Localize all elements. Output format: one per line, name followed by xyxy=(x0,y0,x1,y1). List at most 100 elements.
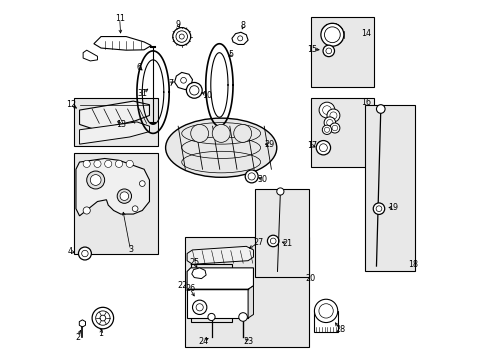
Circle shape xyxy=(326,109,339,122)
Circle shape xyxy=(237,36,242,41)
Text: 31: 31 xyxy=(137,89,146,98)
Circle shape xyxy=(83,160,90,167)
Text: 15: 15 xyxy=(307,45,317,54)
Circle shape xyxy=(139,181,145,186)
Polygon shape xyxy=(94,37,151,50)
Text: 20: 20 xyxy=(305,274,315,283)
Circle shape xyxy=(326,120,332,126)
Circle shape xyxy=(189,86,199,95)
Circle shape xyxy=(375,206,381,212)
Circle shape xyxy=(86,171,104,189)
Circle shape xyxy=(212,125,230,142)
Text: 27: 27 xyxy=(253,238,264,247)
Circle shape xyxy=(132,206,138,212)
Circle shape xyxy=(96,311,110,325)
Text: 30: 30 xyxy=(257,175,267,184)
Ellipse shape xyxy=(165,118,276,177)
Circle shape xyxy=(324,117,335,129)
Polygon shape xyxy=(80,101,149,130)
Circle shape xyxy=(104,160,112,167)
Circle shape xyxy=(172,28,190,45)
Bar xyxy=(190,264,231,321)
Circle shape xyxy=(322,125,331,134)
Circle shape xyxy=(372,203,384,215)
Circle shape xyxy=(314,299,337,323)
Text: 26: 26 xyxy=(184,284,195,293)
Text: 3: 3 xyxy=(128,246,133,255)
Circle shape xyxy=(331,125,337,131)
Circle shape xyxy=(270,238,276,244)
Text: 9: 9 xyxy=(175,19,181,28)
Circle shape xyxy=(324,127,329,132)
Circle shape xyxy=(267,235,278,247)
Bar xyxy=(310,98,373,167)
Polygon shape xyxy=(76,158,149,216)
Bar xyxy=(255,189,308,277)
Text: 17: 17 xyxy=(307,141,317,150)
Bar xyxy=(185,237,308,347)
Polygon shape xyxy=(191,268,206,279)
Text: 21: 21 xyxy=(282,239,292,248)
Circle shape xyxy=(325,48,331,54)
Bar xyxy=(364,105,414,271)
Text: 19: 19 xyxy=(387,203,398,212)
Text: 29: 29 xyxy=(264,140,274,149)
Circle shape xyxy=(179,34,184,39)
Text: 11: 11 xyxy=(115,14,124,23)
Circle shape xyxy=(319,144,326,152)
Text: 18: 18 xyxy=(407,260,417,269)
Bar xyxy=(74,153,158,253)
Text: 1: 1 xyxy=(99,329,103,338)
Text: 8: 8 xyxy=(241,21,245,30)
Circle shape xyxy=(192,300,206,315)
Bar xyxy=(310,17,373,87)
Text: 22: 22 xyxy=(177,281,187,290)
Bar xyxy=(74,98,158,146)
Text: 23: 23 xyxy=(243,337,253,346)
Circle shape xyxy=(176,31,187,42)
Circle shape xyxy=(196,304,203,311)
Circle shape xyxy=(100,315,105,321)
Circle shape xyxy=(320,23,343,46)
Text: 10: 10 xyxy=(202,90,211,99)
Circle shape xyxy=(319,102,334,118)
Circle shape xyxy=(238,313,247,321)
Circle shape xyxy=(186,82,202,98)
Circle shape xyxy=(207,314,215,320)
Text: 7: 7 xyxy=(168,79,173,88)
Circle shape xyxy=(322,106,331,114)
Circle shape xyxy=(126,160,133,167)
Text: 24: 24 xyxy=(198,337,208,346)
Circle shape xyxy=(316,140,330,155)
Text: 5: 5 xyxy=(228,50,233,59)
Circle shape xyxy=(117,189,131,203)
Circle shape xyxy=(324,27,340,42)
Circle shape xyxy=(244,170,258,183)
Circle shape xyxy=(233,125,251,142)
Circle shape xyxy=(318,304,333,318)
Circle shape xyxy=(78,247,91,260)
Text: 2: 2 xyxy=(75,333,80,342)
Circle shape xyxy=(94,160,101,167)
Text: 16: 16 xyxy=(361,98,371,107)
Circle shape xyxy=(329,123,339,133)
Circle shape xyxy=(323,45,334,57)
Bar xyxy=(314,311,337,332)
Polygon shape xyxy=(79,320,85,327)
Text: 4: 4 xyxy=(68,247,73,256)
Polygon shape xyxy=(187,289,247,318)
Circle shape xyxy=(81,250,88,257)
Polygon shape xyxy=(247,286,253,318)
Polygon shape xyxy=(231,32,247,44)
Text: 12: 12 xyxy=(66,100,76,109)
Circle shape xyxy=(376,105,384,113)
Circle shape xyxy=(115,160,122,167)
Text: 25: 25 xyxy=(189,258,199,267)
Text: 28: 28 xyxy=(334,325,345,334)
Circle shape xyxy=(247,173,255,180)
Circle shape xyxy=(120,192,128,201)
Polygon shape xyxy=(187,268,253,289)
Polygon shape xyxy=(80,122,149,144)
Text: 14: 14 xyxy=(361,29,371,38)
Text: 13: 13 xyxy=(116,120,125,129)
